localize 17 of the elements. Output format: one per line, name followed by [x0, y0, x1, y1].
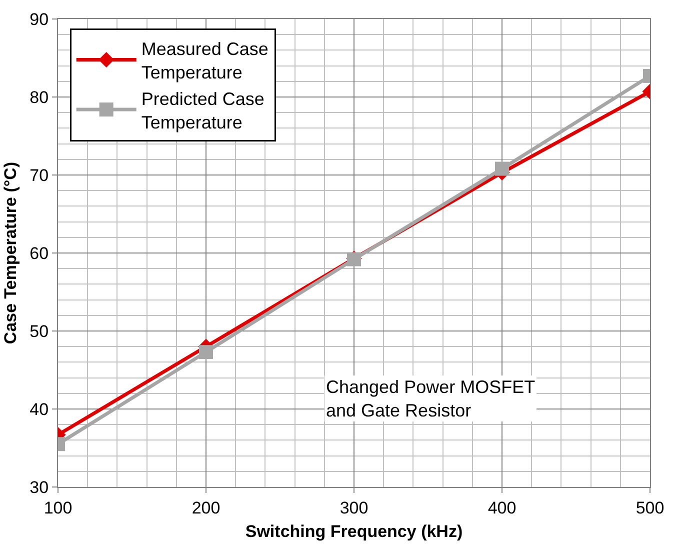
y-tick-label: 70 [30, 166, 49, 185]
legend-label: Predicted Case Temperature [141, 88, 264, 132]
y-tick-label: 50 [30, 322, 49, 341]
x-tick-label: 300 [340, 498, 368, 518]
x-tick-label: 200 [192, 498, 220, 518]
y-tick-label: 80 [30, 88, 49, 107]
y-tick-label: 40 [30, 400, 49, 419]
legend-label: Measured Case Temperature [141, 39, 268, 82]
y-tick-label: 60 [30, 244, 49, 263]
y-tick-label: 30 [30, 478, 49, 497]
x-tick-label: 100 [44, 498, 72, 518]
x-tick-label: 400 [488, 498, 516, 518]
y-tick-label: 90 [30, 10, 49, 29]
y-axis-title: Case Temperature (°C) [1, 162, 20, 344]
annotation: Changed Power MOSFET and Gate Resistor [326, 377, 536, 420]
x-tick-label: 500 [636, 498, 664, 518]
x-axis-title: Switching Frequency (kHz) [245, 522, 463, 541]
